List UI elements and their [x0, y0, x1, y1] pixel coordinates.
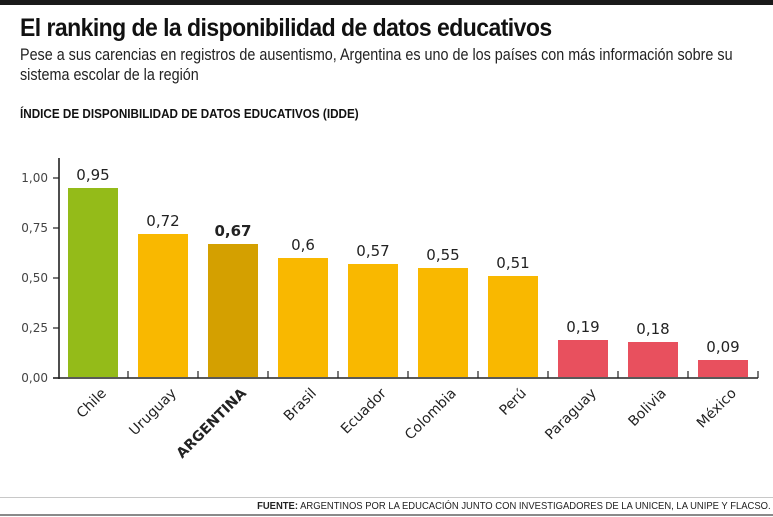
value-label: 0,95: [76, 166, 109, 184]
footer-bottom-rule: [0, 514, 773, 516]
bar-perú: [488, 276, 538, 377]
value-label: 0,55: [426, 246, 459, 264]
bar-brasil: [278, 258, 328, 377]
bar-ecuador: [348, 264, 398, 377]
value-label: 0,6: [291, 236, 315, 254]
bar-uruguay: [138, 234, 188, 377]
category-label: Perú: [496, 386, 529, 419]
top-bar: [0, 0, 773, 5]
bar-méxico: [698, 360, 748, 377]
chart-title: El ranking de la disponibilidad de datos…: [20, 14, 552, 42]
category-label: Paraguay: [542, 386, 600, 444]
category-label: México: [694, 386, 740, 432]
bar-chile: [68, 188, 118, 377]
category-label: Ecuador: [338, 385, 390, 437]
source-note: FUENTE: ARGENTINOS POR LA EDUCACIÓN JUNT…: [257, 500, 771, 512]
bar-paraguay: [558, 340, 608, 377]
category-label: Uruguay: [126, 386, 179, 439]
value-label: 0,09: [706, 338, 739, 356]
value-label: 0,72: [146, 212, 179, 230]
category-label: Brasil: [281, 386, 320, 425]
category-label: Chile: [74, 386, 110, 422]
footer-divider: [0, 497, 773, 498]
bar-chart: 0,00 0,25 0,50 0,75 1,00 0,95 Chile 0,72 Uruguay…: [21, 158, 759, 462]
value-label: 0,51: [496, 254, 529, 272]
category-label: Bolivia: [625, 386, 669, 430]
source-text: ARGENTINOS POR LA EDUCACIÓN JUNTO CON IN…: [298, 500, 771, 512]
value-label: 0,57: [356, 242, 389, 260]
category-label: Colombia: [402, 386, 460, 444]
bar-bolivia: [628, 342, 678, 377]
source-label: FUENTE:: [257, 500, 299, 512]
category-label: ARGENTINA: [174, 385, 250, 461]
value-label: 0,67: [214, 222, 251, 240]
y-tick-label: 0,75: [21, 221, 48, 235]
section-title: ÍNDICE DE DISPONIBILIDAD DE DATOS EDUCAT…: [20, 106, 359, 121]
y-tick-label: 0,00: [21, 371, 48, 385]
y-tick-label: 1,00: [21, 171, 48, 185]
bar-argentina: [208, 244, 258, 377]
y-tick-label: 0,50: [21, 271, 48, 285]
value-label: 0,18: [636, 320, 669, 338]
chart-subtitle: Pese a sus carencias en registros de aus…: [20, 46, 733, 84]
bar-colombia: [418, 268, 468, 377]
value-label: 0,19: [566, 318, 599, 336]
y-tick-label: 0,25: [21, 321, 48, 335]
